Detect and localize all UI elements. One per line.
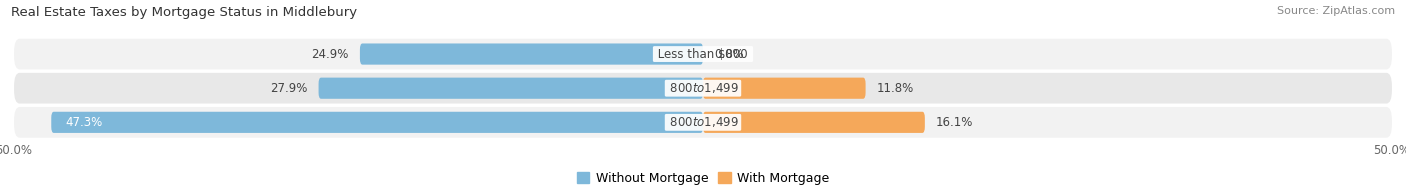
Text: 47.3%: 47.3%	[65, 116, 103, 129]
Text: Source: ZipAtlas.com: Source: ZipAtlas.com	[1277, 6, 1395, 16]
Text: $800 to $1,499: $800 to $1,499	[666, 81, 740, 95]
FancyBboxPatch shape	[703, 78, 866, 99]
FancyBboxPatch shape	[319, 78, 703, 99]
FancyBboxPatch shape	[360, 44, 703, 65]
Text: Less than $800: Less than $800	[654, 48, 752, 61]
Text: $800 to $1,499: $800 to $1,499	[666, 115, 740, 129]
Legend: Without Mortgage, With Mortgage: Without Mortgage, With Mortgage	[572, 167, 834, 190]
Text: 16.1%: 16.1%	[936, 116, 973, 129]
FancyBboxPatch shape	[51, 112, 703, 133]
Text: Real Estate Taxes by Mortgage Status in Middlebury: Real Estate Taxes by Mortgage Status in …	[11, 6, 357, 19]
FancyBboxPatch shape	[14, 73, 1392, 103]
Text: 24.9%: 24.9%	[312, 48, 349, 61]
Text: 0.0%: 0.0%	[714, 48, 744, 61]
FancyBboxPatch shape	[14, 39, 1392, 69]
FancyBboxPatch shape	[14, 107, 1392, 138]
Text: 11.8%: 11.8%	[876, 82, 914, 95]
FancyBboxPatch shape	[703, 112, 925, 133]
Text: 27.9%: 27.9%	[270, 82, 308, 95]
